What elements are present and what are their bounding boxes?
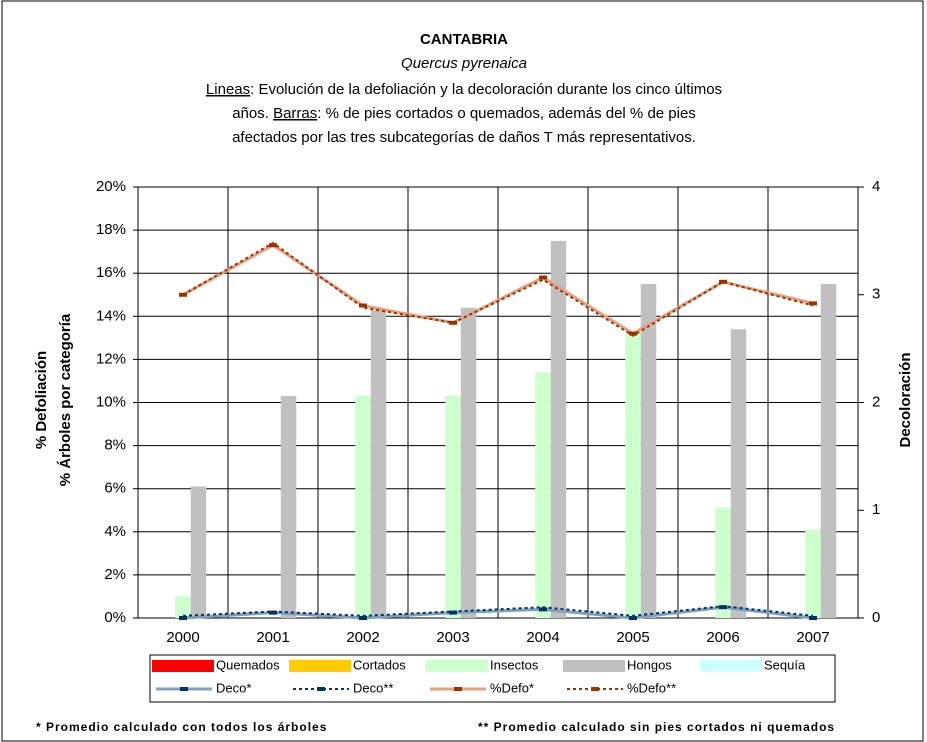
legend-marker: [454, 687, 462, 691]
bar: [190, 486, 207, 618]
line-marker: [269, 243, 277, 248]
line-marker: [179, 616, 187, 620]
x-tick-label: 2000: [166, 629, 199, 646]
y-tick-label: 6%: [104, 480, 126, 497]
x-tick-label: 2003: [436, 629, 469, 646]
y-tick-label: 10%: [96, 393, 126, 410]
subtitle-segment: : Evolución de la defoliación y la decol…: [250, 81, 722, 98]
line-marker: [539, 607, 547, 612]
y-tick-label: 2%: [104, 566, 126, 583]
bar: [280, 396, 297, 618]
line-marker: [449, 320, 457, 325]
y-axis-label: % Defoliación: [33, 351, 50, 449]
line-marker: [359, 303, 367, 308]
bar: [625, 333, 641, 618]
y-tick-label: 20%: [96, 178, 126, 195]
x-tick-label: 2006: [706, 629, 739, 646]
bar: [355, 396, 371, 618]
line-marker: [719, 279, 727, 284]
legend-label: %Defo*: [490, 680, 534, 695]
subtitle-segment: años.: [232, 105, 273, 122]
bar: [460, 307, 477, 618]
line-marker: [269, 610, 277, 615]
line-marker: [809, 301, 817, 306]
y-tick-label: 8%: [104, 437, 126, 454]
y2-axis-label: Decoloración: [897, 352, 914, 447]
bar: [805, 529, 821, 618]
y2-tick-label: 0: [872, 609, 880, 626]
y-tick-label: 18%: [96, 221, 126, 238]
legend-swatch: [152, 660, 214, 672]
legend-swatch: [563, 660, 625, 672]
chart-title: CANTABRIA: [420, 31, 508, 48]
chart-subtitle: afectados por las tres subcategorías de …: [232, 129, 696, 146]
y-tick-label: 4%: [104, 523, 126, 540]
bar: [640, 283, 657, 618]
y2-tick-label: 1: [872, 501, 880, 518]
legend-label: Sequía: [764, 657, 806, 672]
line-marker: [809, 616, 817, 620]
legend-label: Quemados: [216, 657, 280, 672]
subtitle-segment: : % de pies cortados o quemados, además …: [317, 105, 696, 122]
bar: [730, 329, 747, 618]
subtitle-segment: Barras: [273, 105, 317, 122]
y-tick-label: 12%: [96, 350, 126, 367]
legend-swatch: [426, 660, 488, 672]
x-tick-label: 2001: [256, 629, 289, 646]
y-axis-label: % Árboles por categoría: [57, 313, 74, 486]
footnote: ** Promedio calculado sin pies cortados …: [478, 720, 835, 734]
legend-marker: [180, 687, 188, 691]
legend-swatch: [700, 660, 762, 672]
y-tick-label: 14%: [96, 307, 126, 324]
line: [182, 605, 814, 620]
line-marker: [359, 616, 367, 620]
legend-swatch: [289, 660, 351, 672]
x-tick-label: 2002: [346, 629, 379, 646]
subtitle-segment: Lineas: [206, 81, 250, 98]
bar: [820, 283, 837, 618]
plot-area: [137, 186, 859, 619]
bar: [715, 508, 731, 618]
legend-marker: [317, 687, 325, 691]
y2-tick-label: 3: [872, 286, 880, 303]
y2-tick-label: 4: [872, 178, 880, 195]
bar: [445, 396, 461, 618]
subtitle-segment: afectados por las tres subcategorías de …: [232, 129, 696, 146]
bar: [370, 309, 387, 618]
x-tick-label: 2004: [526, 629, 559, 646]
line-marker: [539, 275, 547, 280]
bar: [550, 240, 567, 618]
chart-subtitle: años. Barras: % de pies cortados o quema…: [232, 105, 696, 122]
legend-label: Deco**: [353, 680, 393, 695]
y-tick-label: 0%: [104, 609, 126, 626]
line-marker: [449, 610, 457, 615]
y2-tick-label: 2: [872, 393, 880, 410]
legend-label: Deco*: [216, 680, 251, 695]
chart-subtitle: Lineas: Evolución de la defoliación y la…: [206, 81, 722, 98]
x-tick-label: 2005: [616, 629, 649, 646]
line-marker: [629, 331, 637, 336]
footnote: * Promedio calculado con todos los árbol…: [36, 720, 327, 734]
y-tick-label: 16%: [96, 264, 126, 281]
line-marker: [629, 616, 637, 620]
legend-marker: [591, 687, 599, 691]
bar: [175, 596, 191, 618]
legend-label: Hongos: [627, 657, 672, 672]
legend-label: %Defo**: [627, 680, 676, 695]
bar: [535, 372, 551, 618]
line-marker: [719, 605, 727, 610]
legend-label: Insectos: [490, 657, 539, 672]
x-tick-label: 2007: [796, 629, 829, 646]
chart-subtitle-species: Quercus pyrenaica: [401, 55, 527, 72]
legend-label: Cortados: [353, 657, 406, 672]
line: [182, 241, 814, 337]
